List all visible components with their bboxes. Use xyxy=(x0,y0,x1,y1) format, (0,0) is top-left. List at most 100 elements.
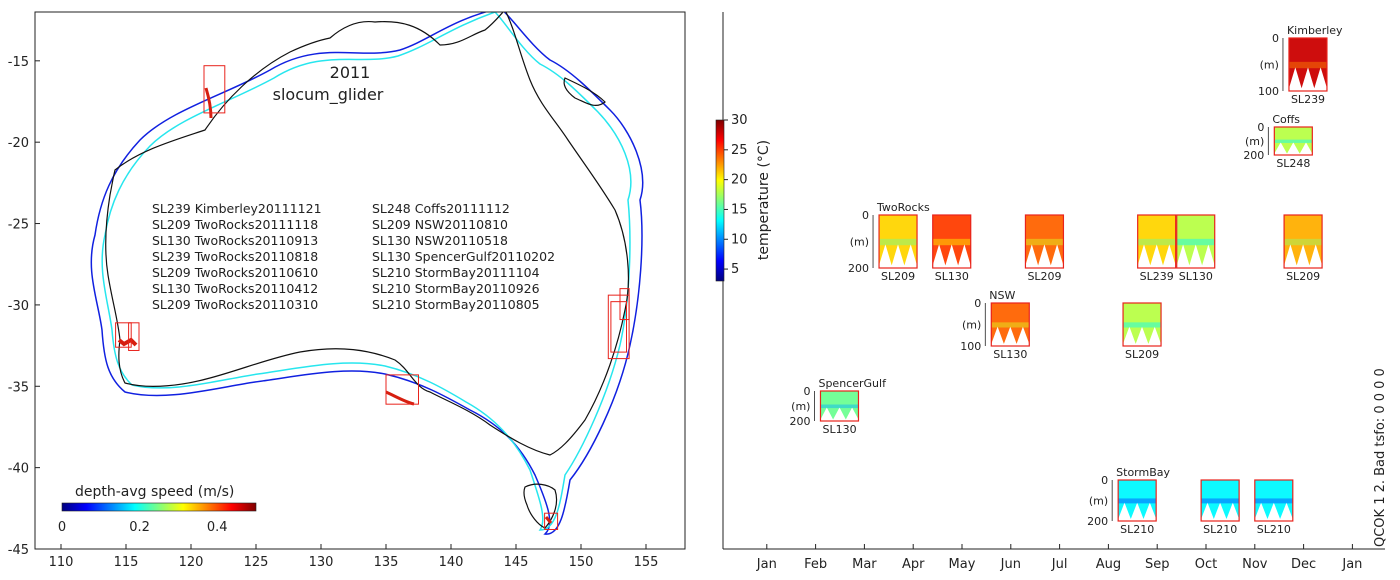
deployment-entry: SL130 SpencerGulf20110202 xyxy=(372,249,555,264)
profile-plot: SL130 xyxy=(990,302,1030,361)
profile-deep-layer xyxy=(1201,498,1240,504)
speed-colorbar-tick: 0 xyxy=(58,520,66,535)
temperature-colorbar-tick-label: 20 xyxy=(731,173,748,188)
profile-deep-layer xyxy=(879,238,918,246)
deployment-entry: SL239 TwoRocks20110818 xyxy=(152,249,318,264)
timeline-row-spencergulf: 0 (m) 200 SpencerGulf SL130 xyxy=(789,377,887,436)
map-y-tick-label: -20 xyxy=(8,136,29,151)
profile-plot: SL210 xyxy=(1254,479,1294,536)
glider-label: SL210 xyxy=(1257,523,1291,536)
site-label: TwoRocks xyxy=(876,201,930,214)
map-y-tick-label: -15 xyxy=(8,55,29,70)
profile-plot: SL209 xyxy=(1122,302,1162,361)
profile-plot: SL209 xyxy=(878,214,918,283)
month-tick-label: Apr xyxy=(902,557,925,572)
map-x-tick-label: 140 xyxy=(439,555,464,570)
timeline-panel: Jan Feb Mar Apr May Jun Jul Aug Sep Oct Nov Dec Jan … xyxy=(715,12,1388,572)
glider-label: SL130 xyxy=(1179,270,1213,283)
region-box-nsw-b xyxy=(610,301,628,353)
profile-plot: SL130 xyxy=(819,390,860,436)
deployment-entry: SL130 NSW20110518 xyxy=(372,233,508,248)
profile-plot: SL210 xyxy=(1117,479,1157,536)
temperature-colorbar-tick-label: 25 xyxy=(731,143,748,158)
glider-label: SL130 xyxy=(993,348,1027,361)
profile-box xyxy=(1024,214,1065,269)
profile-deep-layer xyxy=(1123,322,1162,328)
deployment-entry: SL209 NSW20110810 xyxy=(372,217,508,232)
region-box-tworocks-b xyxy=(128,322,140,351)
profile-plot: SL239 xyxy=(1288,37,1328,106)
map-y-tick-label: -35 xyxy=(8,380,29,395)
temperature-colorbar-tick-label: 30 xyxy=(731,113,748,128)
glider-label: SL248 xyxy=(1276,157,1310,170)
region-box-nsw-a xyxy=(607,294,630,360)
month-tick-label: Feb xyxy=(804,557,827,572)
profile-fill xyxy=(879,215,918,266)
region-box-stormbay xyxy=(544,512,559,530)
deployment-entry: SL210 StormBay20110926 xyxy=(372,281,540,296)
glider-label: SL239 xyxy=(1140,270,1174,283)
site-label: NSW xyxy=(989,289,1015,302)
depth-unit-label: (m) xyxy=(1260,59,1279,72)
map-axes-frame xyxy=(34,11,686,550)
map-subtitle: slocum_glider xyxy=(273,85,384,105)
month-tick-label: Nov xyxy=(1242,557,1268,572)
map-x-tick-label: 120 xyxy=(179,555,204,570)
depth-label-max: 200 xyxy=(1087,515,1108,528)
depth-label-top: 0 xyxy=(862,209,869,222)
speed-colorbar-tick: 0.2 xyxy=(129,520,150,535)
deployment-entry: SL209 TwoRocks20111118 xyxy=(152,217,318,232)
profile-fill xyxy=(991,303,1030,344)
depth-unit-label: (m) xyxy=(1089,495,1108,508)
temperature-colorbar-tick-label: 15 xyxy=(731,202,748,217)
profile-fill xyxy=(1201,480,1240,519)
glider-label: SL209 xyxy=(1125,348,1159,361)
profile-fill xyxy=(1118,480,1157,519)
depth-label-max: 200 xyxy=(789,415,810,428)
isobath-inner-line xyxy=(101,12,632,531)
profile-plot: SL209 xyxy=(1024,214,1065,283)
profile-box xyxy=(1200,479,1240,522)
depth-unit-label: (m) xyxy=(850,236,869,249)
region-box-tworocks-a xyxy=(115,322,132,348)
map-y-tick-label: -40 xyxy=(8,462,29,477)
glider-label: SL209 xyxy=(1027,270,1061,283)
tasmania-coastline xyxy=(523,483,558,529)
profile-deep-layer xyxy=(1118,498,1157,504)
profile-plot: SL130 xyxy=(1176,214,1216,283)
map-title: 2011 xyxy=(330,63,371,82)
glider-track-spencergulf xyxy=(385,390,415,406)
profile-fill xyxy=(1288,38,1327,89)
month-tick-label: Aug xyxy=(1096,557,1121,572)
new-guinea-coastline xyxy=(563,77,606,106)
depth-label-top: 0 xyxy=(1101,474,1108,487)
month-tick-label: Jun xyxy=(1000,557,1021,572)
deployment-entry: SL130 TwoRocks20110913 xyxy=(152,233,318,248)
glider-label: SL210 xyxy=(1120,523,1154,536)
speed-colorbar xyxy=(61,502,257,512)
depth-label-max: 100 xyxy=(960,340,981,353)
profile-box xyxy=(990,302,1030,347)
region-box-spencergulf xyxy=(385,374,419,405)
map-x-tick-label: 155 xyxy=(634,555,659,570)
month-tick-label: Jul xyxy=(1051,557,1068,572)
speed-colorbar-label: depth-avg speed (m/s) xyxy=(75,484,234,500)
deployment-entry: SL209 TwoRocks20110610 xyxy=(152,265,318,280)
month-tick-label: Mar xyxy=(852,557,877,572)
month-tick-label: Dec xyxy=(1291,557,1316,572)
depth-label-max: 200 xyxy=(1243,149,1264,162)
map-y-tick-label: -45 xyxy=(8,543,29,558)
site-label: SpencerGulf xyxy=(818,377,887,390)
profile-box xyxy=(932,214,972,269)
site-label: StormBay xyxy=(1116,466,1170,479)
profile-deep-layer xyxy=(820,404,859,409)
profile-deep-layer xyxy=(932,238,971,246)
glider-track-stormbay xyxy=(544,516,553,524)
profile-box xyxy=(1288,37,1328,92)
profile-fill xyxy=(1176,215,1215,266)
profile-deep-layer xyxy=(1025,238,1064,246)
profile-box xyxy=(1273,126,1313,156)
qc-side-note: QCOK 1 2. Bad tsfo: 0 0 0 0 xyxy=(1373,368,1388,547)
depth-unit-label: (m) xyxy=(791,400,810,413)
